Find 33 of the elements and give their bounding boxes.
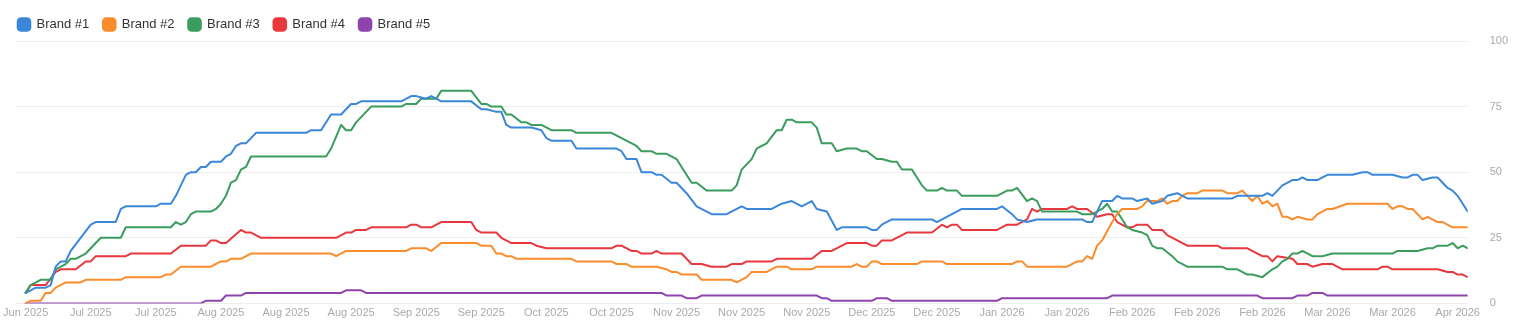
x-tick-label: Jun 2025 <box>3 306 49 319</box>
x-tick-label: Dec 2025 <box>848 306 896 319</box>
legend-label: Brand #5 <box>377 16 431 32</box>
x-tick-label: Aug 2025 <box>197 306 245 319</box>
x-tick-label: Jan 2026 <box>1044 306 1090 319</box>
x-tick-label: Nov 2025 <box>783 306 831 319</box>
y-tick-label: 75 <box>1489 99 1502 112</box>
x-tick-label: Nov 2025 <box>653 306 701 319</box>
x-tick-label: Jan 2026 <box>979 306 1025 319</box>
x-tick-label: Oct 2025 <box>589 306 634 319</box>
x-tick-label: Aug 2025 <box>262 306 310 319</box>
x-tick-label: Jul 2025 <box>69 306 112 319</box>
x-tick-label: Sep 2025 <box>457 306 505 319</box>
y-tick-label: 50 <box>1489 165 1502 178</box>
x-tick-label: Sep 2025 <box>392 306 440 319</box>
x-tick-label: Mar 2026 <box>1369 306 1416 319</box>
legend-label: Brand #1 <box>36 16 90 32</box>
x-tick-label: Mar 2026 <box>1304 306 1351 319</box>
x-tick-label: Dec 2025 <box>913 306 961 319</box>
y-tick-label: 25 <box>1489 230 1502 243</box>
y-tick-label: 0 <box>1489 296 1496 309</box>
x-tick-label: Feb 2026 <box>1239 306 1286 319</box>
legend-label: Brand #2 <box>121 16 175 32</box>
x-tick-label: Feb 2026 <box>1174 306 1221 319</box>
x-tick-label: Apr 2026 <box>1435 306 1480 319</box>
x-tick-label: Feb 2026 <box>1108 306 1156 319</box>
legend-label: Brand #4 <box>292 16 346 32</box>
x-tick-label: Oct 2025 <box>524 306 569 319</box>
y-tick-label: 100 <box>1489 34 1509 47</box>
x-tick-label: Nov 2025 <box>718 306 766 319</box>
legend-label: Brand #3 <box>207 16 260 32</box>
x-tick-label: Aug 2025 <box>327 306 375 319</box>
x-tick-label: Jul 2025 <box>135 306 177 319</box>
